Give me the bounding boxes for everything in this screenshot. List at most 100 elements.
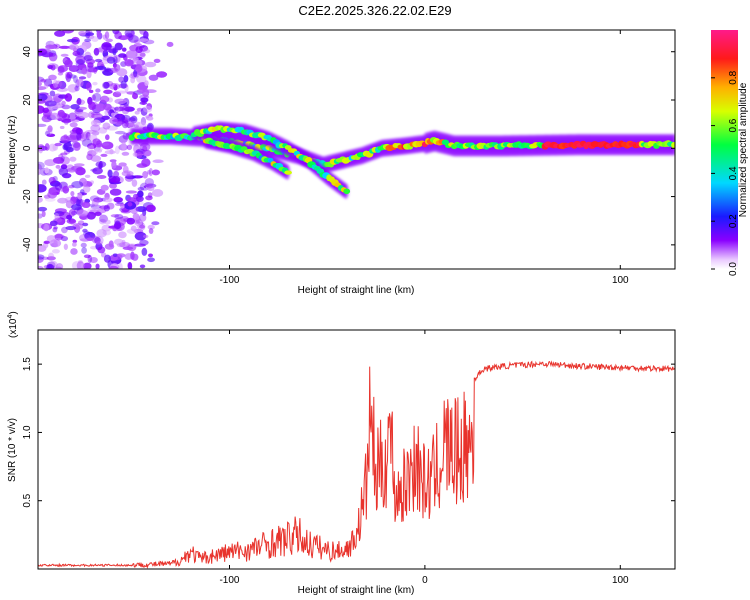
speckle (54, 182, 63, 191)
speckle (120, 209, 131, 214)
speckle (103, 254, 112, 263)
y-tick-label: -40 (22, 237, 33, 252)
speckle (145, 115, 150, 119)
speckle (68, 44, 80, 51)
speckle (38, 213, 43, 219)
speckle (83, 54, 93, 62)
speckle (156, 71, 168, 78)
speckle (114, 145, 120, 155)
speckle (144, 61, 157, 68)
speckle (103, 103, 112, 111)
speckle (148, 253, 153, 258)
speckle (81, 138, 93, 147)
speckle (88, 89, 94, 94)
speckle (135, 64, 143, 73)
speckle (65, 226, 77, 231)
spectrogram-ticks: -100 100 -40 -20 0 20 40 (22, 30, 675, 286)
snr-ticks: -100 0 100 0.5 1.0 1.5 (22, 330, 675, 586)
speckle (66, 167, 77, 173)
speckle (43, 240, 51, 244)
speckle (57, 118, 63, 122)
speckle (71, 203, 82, 211)
speckle (96, 229, 107, 238)
speckle (95, 161, 107, 168)
spectral-trace (190, 121, 351, 199)
speckle (139, 30, 146, 35)
speckle (114, 42, 123, 51)
speckle (142, 171, 149, 179)
speckle (136, 163, 148, 168)
y-tick-label: 0.5 (22, 493, 33, 507)
speckle (134, 110, 140, 115)
speckle (57, 109, 65, 117)
speckle (101, 142, 110, 146)
speckle (141, 247, 148, 256)
speckle (145, 183, 157, 188)
colorbar-label: Normalized spectral amplitude (738, 82, 749, 217)
speckle (116, 68, 128, 77)
speckle (85, 65, 96, 73)
snr-series-line (38, 360, 675, 569)
speckle (60, 235, 69, 242)
speckle (59, 211, 71, 220)
speckle (143, 46, 149, 52)
speckle (94, 236, 101, 244)
speckle (133, 59, 143, 66)
speckle (118, 53, 127, 58)
speckle (111, 177, 120, 183)
speckle (41, 179, 47, 185)
speckle (81, 246, 87, 254)
speckle (128, 35, 139, 43)
speckle (102, 122, 111, 130)
trace-cell (671, 141, 675, 149)
speckle (92, 235, 104, 245)
speckle (113, 170, 120, 178)
speckle (101, 81, 110, 89)
speckle (72, 239, 78, 243)
speckle (95, 263, 100, 269)
speckle (139, 213, 147, 222)
speckle (145, 195, 153, 201)
trace-cell (284, 170, 292, 175)
speckle (121, 105, 130, 115)
speckle (71, 242, 77, 247)
snr-frame (37, 329, 676, 570)
y-tick-label: -20 (22, 189, 33, 204)
speckle (113, 84, 118, 91)
speckle (106, 56, 116, 64)
speckle (114, 106, 119, 111)
speckle (49, 90, 56, 97)
speckle (151, 169, 160, 176)
speckle (43, 109, 53, 118)
speckle (146, 103, 153, 110)
speckle (49, 239, 62, 248)
speckle (126, 144, 133, 151)
speckle (76, 58, 86, 66)
speckle (104, 108, 111, 116)
speckle (121, 141, 127, 151)
snr-scale-label: (x104) (7, 311, 19, 338)
speckle (47, 252, 55, 261)
speckle (88, 101, 96, 111)
speckle (114, 202, 125, 207)
speckle (91, 36, 99, 43)
speckle (92, 92, 102, 102)
speckle (94, 211, 102, 217)
speckle (104, 243, 115, 250)
speckle (76, 209, 89, 217)
speckle (112, 47, 117, 56)
speckle (52, 79, 58, 89)
speckle (44, 143, 50, 151)
spectrogram-xlabel: Height of straight line (km) (298, 285, 415, 296)
speckle (64, 93, 73, 102)
speckle (143, 30, 149, 40)
speckle (46, 133, 56, 138)
spectrogram-panel: -100 100 -40 -20 0 20 40 Height of straight li… (7, 29, 676, 296)
speckle (75, 167, 86, 176)
speckle (92, 167, 103, 175)
speckle (102, 197, 113, 203)
colorbar-tick-label: 0.6 (728, 118, 739, 132)
y-tick-label: 40 (22, 46, 33, 58)
speckle (115, 120, 124, 126)
speckle (104, 67, 112, 73)
